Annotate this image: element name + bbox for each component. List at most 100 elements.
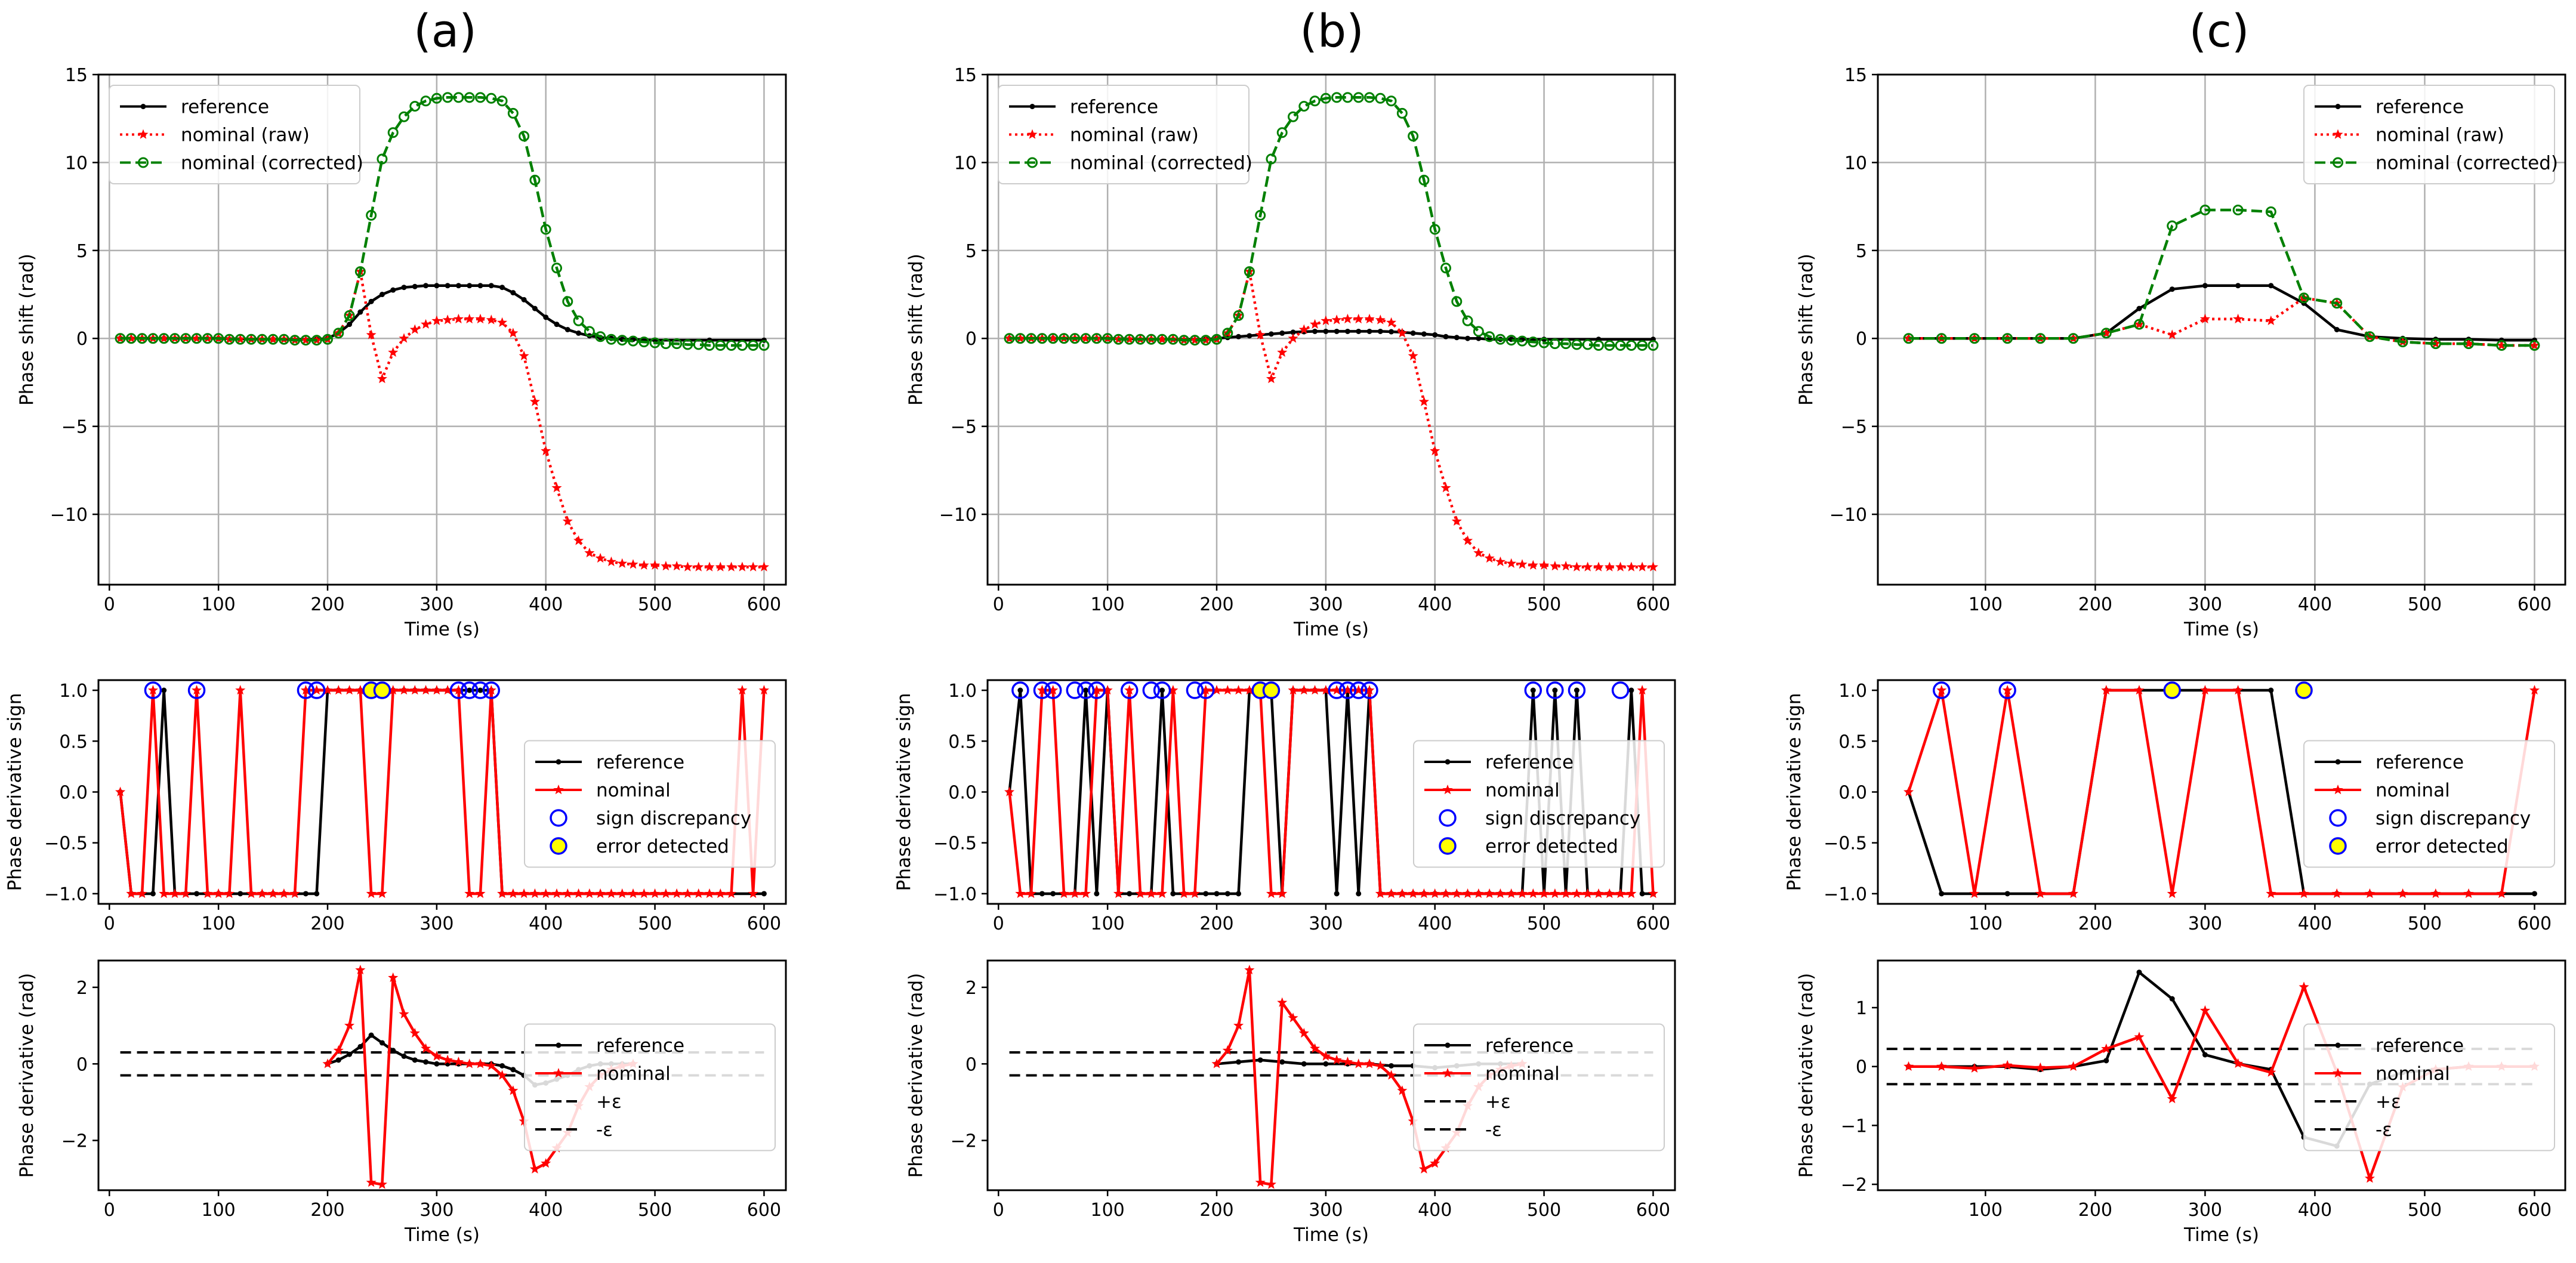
series-reference — [118, 283, 767, 343]
data-point — [2496, 340, 2507, 350]
legend-item: sign discrepancy — [1439, 808, 1640, 829]
data-point — [431, 315, 442, 325]
data-point — [2268, 283, 2274, 289]
data-point — [2233, 685, 2244, 695]
data-point — [532, 305, 538, 311]
data-point — [442, 685, 453, 695]
legend-label: +ε — [596, 1091, 622, 1113]
legend-item: nominal (corrected) — [2315, 153, 2558, 174]
data-point — [1201, 685, 1211, 695]
y-tick-label: −5 — [951, 417, 977, 438]
data-point — [595, 552, 606, 563]
data-point — [2004, 891, 2010, 897]
data-point — [1159, 687, 1165, 693]
data-point — [1039, 891, 1045, 897]
data-point — [1936, 685, 1947, 695]
chart-bottom: 0 100 200 300 400 500 600 −2 0 2 Time (s) Phase der… — [905, 959, 1676, 1246]
data-point — [2167, 329, 2177, 339]
data-point — [508, 888, 519, 898]
y-tick-label: −10 — [50, 505, 88, 526]
data-point — [2068, 1061, 2079, 1071]
legend-swatch-marker — [556, 759, 562, 765]
data-point — [497, 888, 508, 898]
data-point — [1936, 1061, 1947, 1071]
data-point — [213, 333, 224, 344]
data-point — [453, 313, 464, 324]
data-point — [1334, 328, 1340, 334]
data-point — [726, 561, 737, 572]
data-point — [661, 561, 671, 571]
data-point — [1331, 92, 1343, 103]
data-point — [1036, 333, 1048, 344]
data-point — [235, 333, 246, 344]
legend-item: -ε — [1424, 1119, 1502, 1141]
x-tick-label: 600 — [747, 594, 781, 615]
data-point — [335, 1057, 341, 1063]
data-point — [1047, 333, 1059, 344]
data-point — [314, 891, 320, 897]
legend-frame — [1413, 740, 1665, 868]
legend-item: nominal (raw) — [2315, 125, 2504, 146]
sign-discrepancy-marker — [1076, 681, 1095, 699]
data-point — [1048, 685, 1059, 695]
data-point — [1015, 888, 1026, 898]
data-point — [1288, 1012, 1298, 1023]
data-point — [1615, 561, 1626, 572]
legend-swatch-marker — [138, 129, 149, 139]
data-point — [1506, 335, 1517, 346]
data-point — [1301, 1061, 1307, 1067]
series-group — [1904, 685, 2540, 898]
legend-frame — [998, 85, 1250, 184]
data-point — [1157, 888, 1168, 898]
data-point — [551, 263, 562, 274]
data-point — [1969, 888, 1980, 898]
x-tick-label: 300 — [1309, 594, 1343, 615]
data-point — [1375, 92, 1386, 104]
data-point — [1454, 335, 1460, 341]
data-point — [464, 1058, 475, 1069]
legend-swatch-circle — [1439, 809, 1457, 827]
data-point — [2430, 338, 2441, 350]
y-tick-label: 10 — [954, 153, 977, 174]
data-point — [2167, 220, 2178, 231]
data-point — [2463, 888, 2474, 898]
data-point — [595, 331, 606, 342]
data-point — [126, 888, 137, 898]
data-point — [409, 1027, 420, 1038]
data-point — [388, 347, 399, 357]
legend-item: reference — [535, 752, 684, 773]
data-point — [344, 1020, 355, 1030]
data-point — [2199, 685, 2210, 695]
data-point — [147, 685, 158, 695]
legend-item: reference — [120, 97, 269, 118]
data-point — [1637, 561, 1648, 572]
data-point — [562, 888, 573, 898]
y-axis: −1.0 −0.5 0.0 0.5 1.0 — [1824, 681, 1878, 905]
data-point — [431, 1051, 442, 1061]
data-point — [303, 891, 308, 897]
data-point — [1353, 685, 1364, 695]
sign-discrepancy-marker — [471, 681, 489, 699]
legend: reference nominal (raw) nominal (corrected… — [998, 85, 1252, 184]
legend-item: nominal — [535, 780, 671, 801]
x-tick-label: 300 — [2188, 594, 2222, 615]
data-point — [510, 290, 516, 296]
legend-item: nominal (raw) — [1009, 125, 1199, 146]
legend: reference nominal sign discrepancy error de… — [524, 740, 776, 868]
legend-swatch-marker — [1445, 1042, 1451, 1048]
data-point — [442, 314, 453, 325]
sign-discrepancy-marker — [1328, 681, 1346, 699]
data-point — [1255, 329, 1266, 339]
data-point — [638, 560, 649, 570]
data-point — [1290, 329, 1296, 335]
data-point — [726, 888, 737, 898]
data-point — [1222, 328, 1233, 339]
x-tick-label: 600 — [1636, 594, 1670, 615]
data-point — [1331, 314, 1342, 325]
data-point — [1637, 340, 1648, 351]
x-tick-label: 200 — [1199, 913, 1233, 934]
y-tick-label: −2 — [61, 1131, 88, 1152]
legend-frame — [524, 1023, 776, 1151]
data-point — [1356, 891, 1362, 897]
